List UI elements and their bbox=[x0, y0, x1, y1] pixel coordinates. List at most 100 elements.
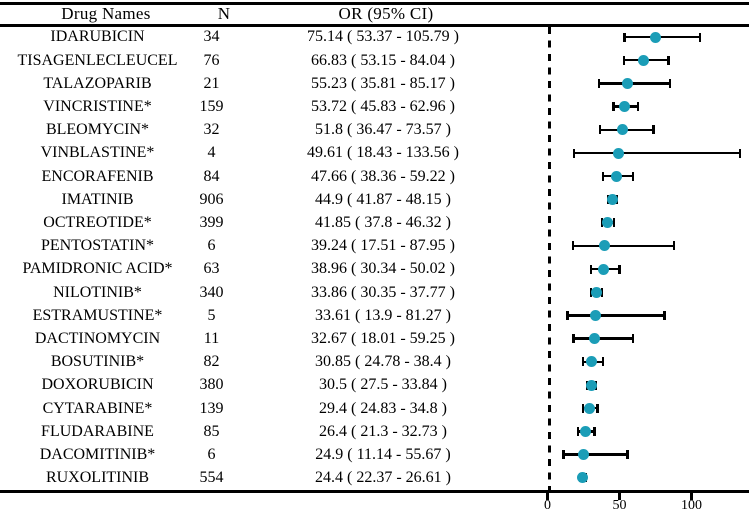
or-ci-cell: 29.4 ( 24.83 - 34.8 ) bbox=[319, 399, 447, 417]
drug-name-cell: TALAZOPARIB bbox=[43, 74, 152, 92]
ci-cap-left bbox=[582, 403, 585, 413]
table-row: PENTOSTATIN* 6 39.24 ( 17.51 - 87.95 ) bbox=[0, 234, 560, 257]
n-cell: 399 bbox=[199, 214, 224, 231]
or-point bbox=[650, 31, 662, 43]
or-ci-cell: 33.86 ( 30.35 - 37.77 ) bbox=[311, 283, 455, 301]
ci-bar bbox=[574, 151, 740, 155]
table-row: OCTREOTIDE* 399 41.85 ( 37.8 - 46.32 ) bbox=[0, 211, 560, 234]
n-cell: 82 bbox=[203, 353, 220, 371]
or-point bbox=[613, 147, 625, 159]
zero-reference-line bbox=[548, 27, 551, 490]
ci-cap-left bbox=[601, 171, 604, 181]
or-point bbox=[584, 402, 596, 414]
or-point bbox=[586, 356, 598, 368]
ci-cap-right bbox=[631, 334, 634, 344]
ci-bar bbox=[573, 337, 633, 340]
drug-name-cell: NILOTINIB* bbox=[53, 283, 142, 301]
ci-bar bbox=[599, 82, 671, 85]
ci-cap-right bbox=[601, 357, 604, 367]
ci-bar bbox=[567, 314, 665, 317]
n-cell: 6 bbox=[207, 446, 216, 463]
or-ci-cell: 75.14 ( 53.37 - 105.79 ) bbox=[307, 28, 459, 46]
column-header-drug-names: Drug Names bbox=[61, 4, 151, 23]
or-point bbox=[589, 333, 601, 345]
ci-cap-right bbox=[663, 310, 666, 320]
drug-name-cell: ESTRAMUSTINE* bbox=[32, 306, 163, 324]
drug-name-cell: DACOMITINIB* bbox=[39, 446, 156, 463]
or-point bbox=[619, 101, 631, 113]
drug-name-cell: IDARUBICIN bbox=[50, 28, 145, 46]
ci-cap-left bbox=[623, 32, 626, 42]
x-axis-line bbox=[0, 490, 749, 493]
table-row: PAMIDRONIC ACID* 63 38.96 ( 30.34 - 50.02 … bbox=[0, 257, 560, 280]
or-point bbox=[590, 286, 602, 298]
x-axis-tick-label: 50 bbox=[612, 498, 627, 513]
or-ci-cell: 49.61 ( 18.43 - 133.56 ) bbox=[307, 144, 459, 162]
ci-cap-right bbox=[636, 102, 640, 112]
or-ci-cell: 51.8 ( 36.47 - 73.57 ) bbox=[315, 121, 451, 139]
or-point bbox=[602, 217, 614, 229]
table-row: BOSUTINIB* 82 30.85 ( 24.78 - 38.4 ) bbox=[0, 350, 560, 373]
or-ci-cell: 53.72 ( 45.83 - 62.96 ) bbox=[311, 98, 455, 115]
table-row: VINBLASTINE* 4 49.61 ( 18.43 - 133.56 ) bbox=[0, 141, 560, 164]
or-ci-cell: 66.83 ( 53.15 - 84.04 ) bbox=[311, 51, 455, 69]
ci-cap-right bbox=[600, 287, 604, 297]
header-separator-line bbox=[0, 24, 749, 27]
table-top-border bbox=[0, 2, 749, 5]
or-point bbox=[598, 240, 610, 252]
ci-cap-right bbox=[738, 148, 742, 158]
ci-cap-left bbox=[589, 264, 593, 274]
drug-name-cell: IMATINIB bbox=[61, 190, 134, 208]
or-ci-cell: 39.24 ( 17.51 - 87.95 ) bbox=[311, 237, 455, 255]
column-header-or-ci: OR (95% CI) bbox=[338, 4, 434, 23]
n-cell: 340 bbox=[199, 283, 224, 301]
ci-cap-left bbox=[576, 426, 580, 436]
table-row: ESTRAMUSTINE* 5 33.61 ( 13.9 - 81.27 ) bbox=[0, 304, 560, 327]
x-axis-tick bbox=[546, 493, 549, 500]
drug-name-cell: DACTINOMYCIN bbox=[34, 330, 161, 347]
table-row: VINCRISTINE* 159 53.72 ( 45.83 - 62.96 ) bbox=[0, 95, 560, 118]
drug-name-cell: PENTOSTATIN* bbox=[40, 237, 155, 255]
or-ci-cell: 55.23 ( 35.81 - 85.17 ) bbox=[311, 74, 455, 92]
n-cell: 84 bbox=[203, 167, 220, 185]
or-ci-cell: 32.67 ( 18.01 - 59.25 ) bbox=[311, 330, 455, 347]
n-cell: 21 bbox=[203, 74, 220, 92]
drug-name-cell: PAMIDRONIC ACID* bbox=[22, 260, 173, 278]
or-ci-cell: 44.9 ( 41.87 - 48.15 ) bbox=[315, 190, 451, 208]
n-cell: 76 bbox=[203, 51, 220, 69]
x-axis-tick-label: 100 bbox=[681, 498, 702, 513]
table-row: DACOMITINIB* 6 24.9 ( 11.14 - 55.67 ) bbox=[0, 443, 560, 466]
ci-cap-left bbox=[581, 357, 585, 367]
n-cell: 380 bbox=[199, 376, 224, 394]
or-point bbox=[585, 379, 597, 391]
n-cell: 139 bbox=[199, 399, 224, 417]
or-ci-cell: 47.66 ( 38.36 - 59.22 ) bbox=[311, 167, 455, 185]
ci-bar bbox=[572, 244, 675, 247]
ci-cap-right bbox=[667, 55, 670, 65]
ci-cap-left bbox=[566, 310, 569, 320]
n-cell: 63 bbox=[203, 260, 220, 278]
n-cell: 11 bbox=[203, 330, 220, 347]
n-cell: 32 bbox=[203, 121, 220, 139]
n-cell: 6 bbox=[207, 237, 216, 255]
table-row: RUXOLITINIB 554 24.4 ( 22.37 - 26.61 ) bbox=[0, 466, 560, 489]
drug-name-cell: OCTREOTIDE* bbox=[43, 214, 152, 231]
or-point bbox=[577, 472, 589, 484]
column-header-n: N bbox=[217, 4, 231, 23]
or-ci-cell: 24.9 ( 11.14 - 55.67 ) bbox=[315, 446, 451, 463]
drug-name-cell: FLUDARABINE bbox=[41, 422, 154, 440]
or-point bbox=[580, 425, 592, 437]
table-row: DACTINOMYCIN 11 32.67 ( 18.01 - 59.25 ) bbox=[0, 327, 560, 350]
ci-cap-right bbox=[593, 426, 596, 436]
ci-cap-left bbox=[622, 55, 626, 65]
table-row: TISAGENLECLEUCEL 76 66.83 ( 53.15 - 84.04 … bbox=[0, 49, 560, 72]
drug-name-cell: CYTARABINE* bbox=[42, 399, 153, 417]
table-row: CYTARABINE* 139 29.4 ( 24.83 - 34.8 ) bbox=[0, 397, 560, 420]
n-cell: 5 bbox=[207, 306, 216, 324]
or-point bbox=[590, 309, 602, 321]
table-row: DOXORUBICIN 380 30.5 ( 27.5 - 33.84 ) bbox=[0, 373, 560, 396]
ci-cap-right bbox=[618, 264, 621, 274]
n-cell: 554 bbox=[199, 469, 224, 487]
ci-cap-left bbox=[598, 125, 602, 135]
